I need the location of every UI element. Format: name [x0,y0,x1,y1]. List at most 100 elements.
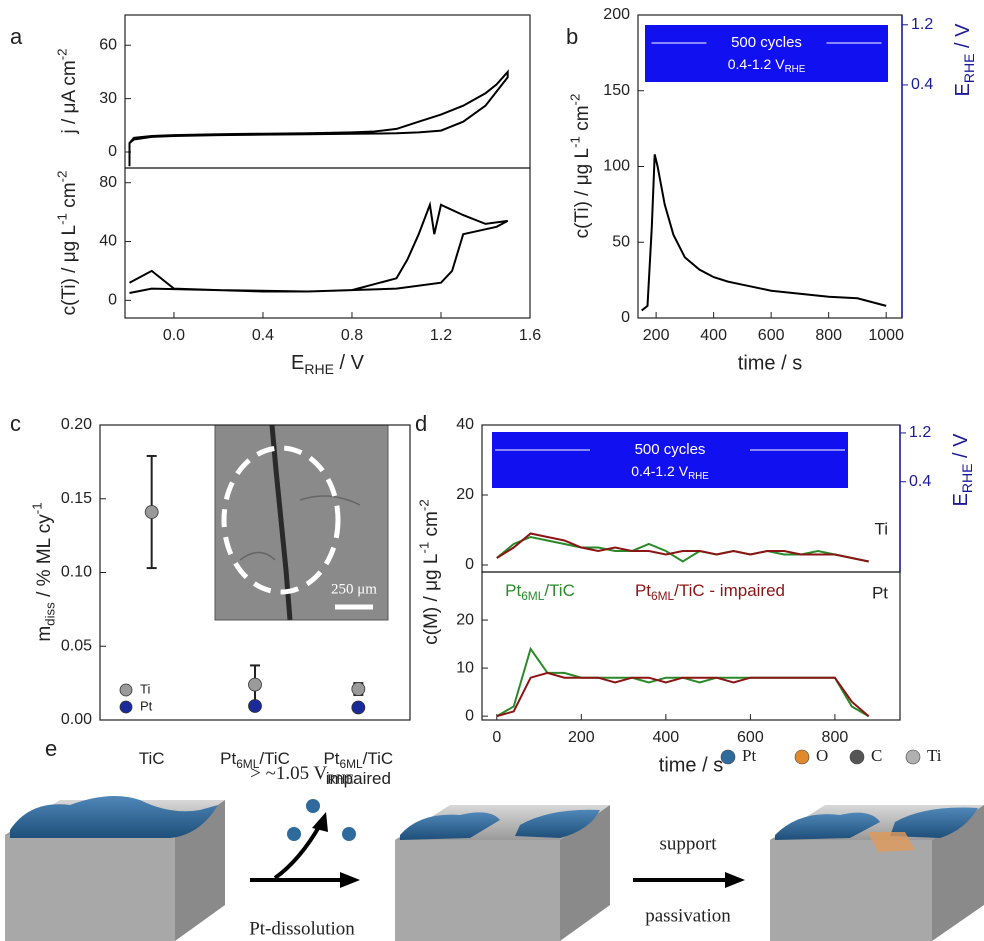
text-part: -2 [567,94,582,106]
y-axis-label: c(M) / μg L-1 cm-2 [416,499,442,644]
annotation-box [492,432,848,488]
corner-label: Ti [874,519,888,538]
step1-bottom-label: Pt-dissolution [249,918,355,939]
x-tick-label: 0.0 [163,327,185,344]
y-axis-label: mdiss / % ML cy-1 [29,502,57,641]
x-tick-label: 0.8 [341,327,363,344]
panel-label: e [45,736,57,761]
x-tick-label: impaired [326,769,391,788]
data-line [129,200,509,294]
data-point [351,700,366,715]
arrows [250,812,745,888]
y-tick-label: 30 [99,90,117,107]
x-tick-label: 800 [815,327,842,344]
text-part: Pt [220,749,236,768]
y-tick-label: 0 [465,707,474,724]
panel-label: b [566,24,578,49]
data-line [641,154,887,312]
y-tick-label: 10 [456,659,474,676]
panel: b 0 50 100 150 200 200 400 600 800 1000 c(Ti) / μg … [566,6,977,374]
data-point [144,505,159,519]
panel: 0 40 80 0.0 0.4 0.8 1.2 1.6 c(Ti) / μg L-1 cm-2 E… [54,167,541,377]
y-axis-label: j / μA cm-2 [54,48,80,134]
text-part: -2 [54,171,69,183]
data-line [128,69,509,167]
x-axis-label: time / s [738,352,802,374]
y-tick-label: 40 [456,416,474,433]
y-tick-label: 20 [456,611,474,628]
text-part: c(M) / μg L [421,554,442,645]
y2-axis-label: ERHE / V [952,23,976,97]
plot-frame [481,571,901,721]
y2-tick-label: 1.2 [909,424,931,441]
legend-marker [905,749,921,765]
text-part: c(Ti) / μg L [572,148,593,238]
legend-label: Pt6ML/TiC - impaired [635,581,785,603]
y-tick-label: 0 [108,143,117,160]
data-point [351,682,366,696]
legend-label: Pt6ML/TiC [505,581,575,603]
x-tick-label: 200 [643,327,670,344]
x-tick-label: 1.6 [519,327,541,344]
y2-tick-label: 1.2 [911,16,933,33]
plot-frame [124,167,531,319]
annotation-range: 0.4-1.2 VRHE [728,56,806,75]
text-part: -1 [29,502,44,514]
y-tick-label: 50 [612,233,630,250]
x-tick-label: 600 [737,729,764,746]
x-tick-label: TiC [139,749,165,768]
text-part: RHE [688,471,709,482]
text-part: c(Ti) / μg L [59,225,80,315]
text-part: diss [42,602,57,626]
legend-marker [849,749,865,765]
annotation-range: 0.4-1.2 VRHE [631,463,709,482]
y-tick-label: 100 [603,158,630,175]
text-part: cm [59,182,80,213]
y-tick-label: 0 [108,292,117,309]
text-part: 0.4-1.2 V [728,56,785,72]
text-part: cm [421,511,442,542]
x-tick-label: 600 [758,327,785,344]
legend-label: Pt [742,746,756,765]
text-part: /TiC [259,749,290,768]
text-part: j / μA cm [59,60,80,134]
step2-bottom-label: passivation [645,905,731,926]
text-part: 6ML [651,589,675,603]
text-part: / % ML cy [34,514,55,602]
y-axis-label: c(Ti) / μg L-1 cm-2 [567,94,593,239]
annotation-title: 500 cycles [635,441,706,458]
x-tick-label: Pt6ML/TiC [323,749,393,771]
data-line [496,532,869,563]
text-part: 6ML [521,589,545,603]
data-line [496,646,870,718]
legend-label: O [816,746,828,765]
y-tick-label: 80 [99,174,117,191]
text-part: -1 [54,213,69,225]
text-part: TiC [139,749,165,768]
y-tick-label: 60 [99,36,117,53]
text-part: m [34,626,55,642]
text-part: -2 [416,499,431,511]
y-tick-label: 0.15 [61,490,92,507]
text-part: E [950,493,972,506]
legend-marker [119,700,133,714]
text-part: -2 [54,48,69,60]
text-part: E [952,83,974,96]
panel-label: a [10,24,23,49]
y2-tick-label: 0.4 [909,473,931,490]
data-point [248,699,262,713]
text-part: /TiC - impaired [674,581,785,600]
y2-tick-label: 0.4 [911,76,933,93]
plot-frame [124,14,531,169]
x-axis-label: time / s [659,754,723,776]
legend-label: C [871,746,882,765]
text-part: /TiC [544,581,575,600]
x-tick-label: 1.2 [430,327,452,344]
panel-label: c [10,411,21,436]
text-part: Pt [505,581,521,600]
text-part: RHE [327,772,354,787]
text-part: / V [334,352,365,374]
